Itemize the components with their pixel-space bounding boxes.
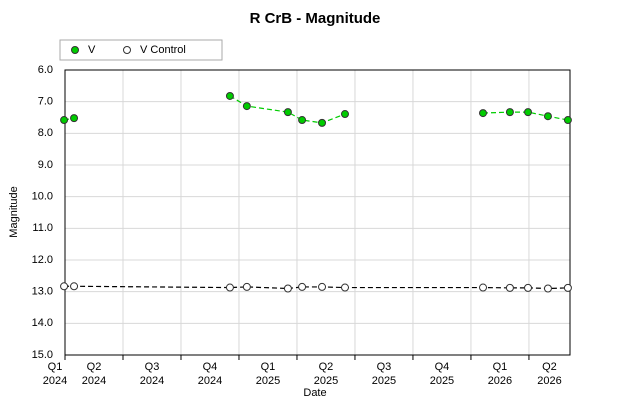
data-point <box>225 91 234 100</box>
y-tick-label: 14.0 <box>32 317 53 329</box>
y-tick-label: 7.0 <box>38 96 53 108</box>
x-tick-label: 2025 <box>314 375 338 387</box>
x-tick-label: 2026 <box>537 375 561 387</box>
data-point <box>505 108 514 117</box>
y-tick-label: 11.0 <box>32 222 53 234</box>
data-point <box>60 282 69 291</box>
y-tick-label: 10.0 <box>32 191 53 203</box>
data-point <box>70 114 79 123</box>
y-tick-label: 9.0 <box>38 159 53 171</box>
series-line <box>482 111 569 121</box>
x-tick-label: 2024 <box>82 375 106 387</box>
x-tick-label: 2025 <box>256 375 280 387</box>
x-tick-label: Q1 <box>493 361 508 373</box>
x-tick-label: Q4 <box>435 361 450 373</box>
y-axis-label: Magnitude <box>8 186 20 237</box>
data-point <box>340 110 349 119</box>
legend-label: V Control <box>140 44 186 56</box>
x-tick-label: Q4 <box>203 361 218 373</box>
data-point <box>283 108 292 117</box>
y-tick-label: 8.0 <box>38 127 53 139</box>
data-point <box>524 108 533 117</box>
data-point <box>524 283 533 292</box>
data-point <box>242 282 251 291</box>
x-tick-label: 2024 <box>43 375 67 387</box>
data-point <box>543 284 552 293</box>
data-point <box>225 283 234 292</box>
data-point <box>298 116 307 125</box>
x-tick-label: Q2 <box>542 361 557 373</box>
x-tick-label: 2024 <box>140 375 164 387</box>
x-tick-label: 2026 <box>488 375 512 387</box>
data-point <box>70 282 79 291</box>
data-point <box>340 283 349 292</box>
y-tick-label: 6.0 <box>38 64 53 76</box>
x-tick-label: Q2 <box>87 361 102 373</box>
legend-marker <box>123 46 131 54</box>
data-point <box>283 284 292 293</box>
data-point <box>563 283 572 292</box>
y-tick-label: 13.0 <box>32 286 53 298</box>
x-tick-label: 2025 <box>372 375 396 387</box>
chart-title: R CrB - Magnitude <box>250 10 381 27</box>
x-tick-label: Q1 <box>261 361 276 373</box>
data-point <box>242 102 251 111</box>
legend-box <box>59 39 223 61</box>
data-point <box>60 116 69 125</box>
x-tick-label: Q1 <box>48 361 63 373</box>
plot-frame <box>64 69 571 356</box>
data-point <box>505 283 514 292</box>
y-tick-label: 12.0 <box>32 254 53 266</box>
x-tick-label: 2025 <box>430 375 454 387</box>
data-point <box>318 282 327 291</box>
x-tick-label: Q2 <box>319 361 334 373</box>
x-tick-label: Q3 <box>377 361 392 373</box>
legend-marker <box>71 46 79 54</box>
legend-label: V <box>88 44 96 56</box>
data-point <box>318 118 327 127</box>
data-point <box>298 282 307 291</box>
x-tick-label: Q3 <box>145 361 160 373</box>
x-tick-label: 2024 <box>198 375 222 387</box>
y-tick-label: 15.0 <box>32 349 53 361</box>
x-axis-label: Date <box>303 387 326 399</box>
data-point <box>479 283 488 292</box>
data-point <box>563 116 572 125</box>
data-point <box>543 112 552 121</box>
data-point <box>479 109 488 118</box>
